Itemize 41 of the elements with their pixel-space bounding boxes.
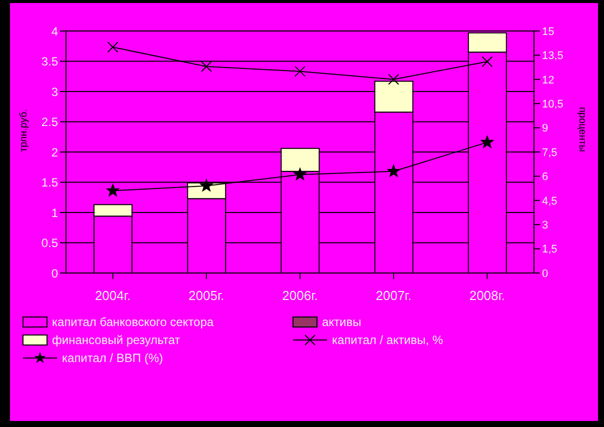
y-tick-label: 3	[51, 84, 58, 99]
y2-axis-title: проценты	[576, 106, 588, 152]
y-tick-label: 1	[51, 206, 58, 220]
y-tick-label: 3.5	[41, 54, 58, 69]
legend-label: активы	[322, 315, 362, 329]
x-tick-label: 2005г.	[188, 288, 224, 304]
point	[482, 56, 493, 68]
point	[200, 60, 212, 72]
point	[388, 74, 400, 85]
y2-tick-label: 13,5	[542, 50, 564, 62]
x-tick-label: 2007г.	[376, 288, 412, 304]
point	[106, 184, 120, 196]
y-tick-label: 2	[51, 145, 58, 160]
x-tick-label: 2008г.	[469, 288, 506, 304]
y-axis-title: трлн.руб.	[18, 108, 30, 152]
legend-label: капитал / ВВП (%)	[62, 351, 164, 365]
point	[294, 168, 306, 180]
legend-label: финансовый результат	[52, 333, 180, 347]
y-tick-label: 0	[51, 266, 58, 280]
y2-tick-label: 1,5	[542, 244, 558, 256]
point	[107, 42, 118, 53]
x-tick-label: 2006г.	[282, 288, 318, 304]
legend-label: капитал / активы, %	[332, 333, 444, 347]
point	[480, 136, 494, 148]
y2-tick-label: 15	[542, 26, 554, 38]
point	[387, 164, 400, 177]
y-tick-label: 4	[51, 24, 58, 38]
y2-tick-label: 3	[542, 220, 548, 232]
y2-tick-label: 10,5	[542, 98, 564, 111]
y-tick-label: 2.5	[41, 115, 58, 130]
y-tick-label: 0.5	[41, 236, 58, 250]
y-tick-label: 1.5	[41, 176, 58, 190]
y2-tick-label: 0	[542, 268, 548, 280]
y2-tick-label: 4,5	[542, 195, 558, 208]
x-tick-label: 2004г.	[94, 288, 131, 304]
y2-tick-label: 6	[542, 171, 548, 184]
y2-tick-label: 9	[542, 122, 548, 135]
y2-tick-label: 12	[542, 74, 554, 86]
y2-tick-label: 7,5	[542, 146, 558, 159]
point	[294, 66, 306, 77]
legend-label: капитал банковского сектора	[52, 315, 214, 329]
